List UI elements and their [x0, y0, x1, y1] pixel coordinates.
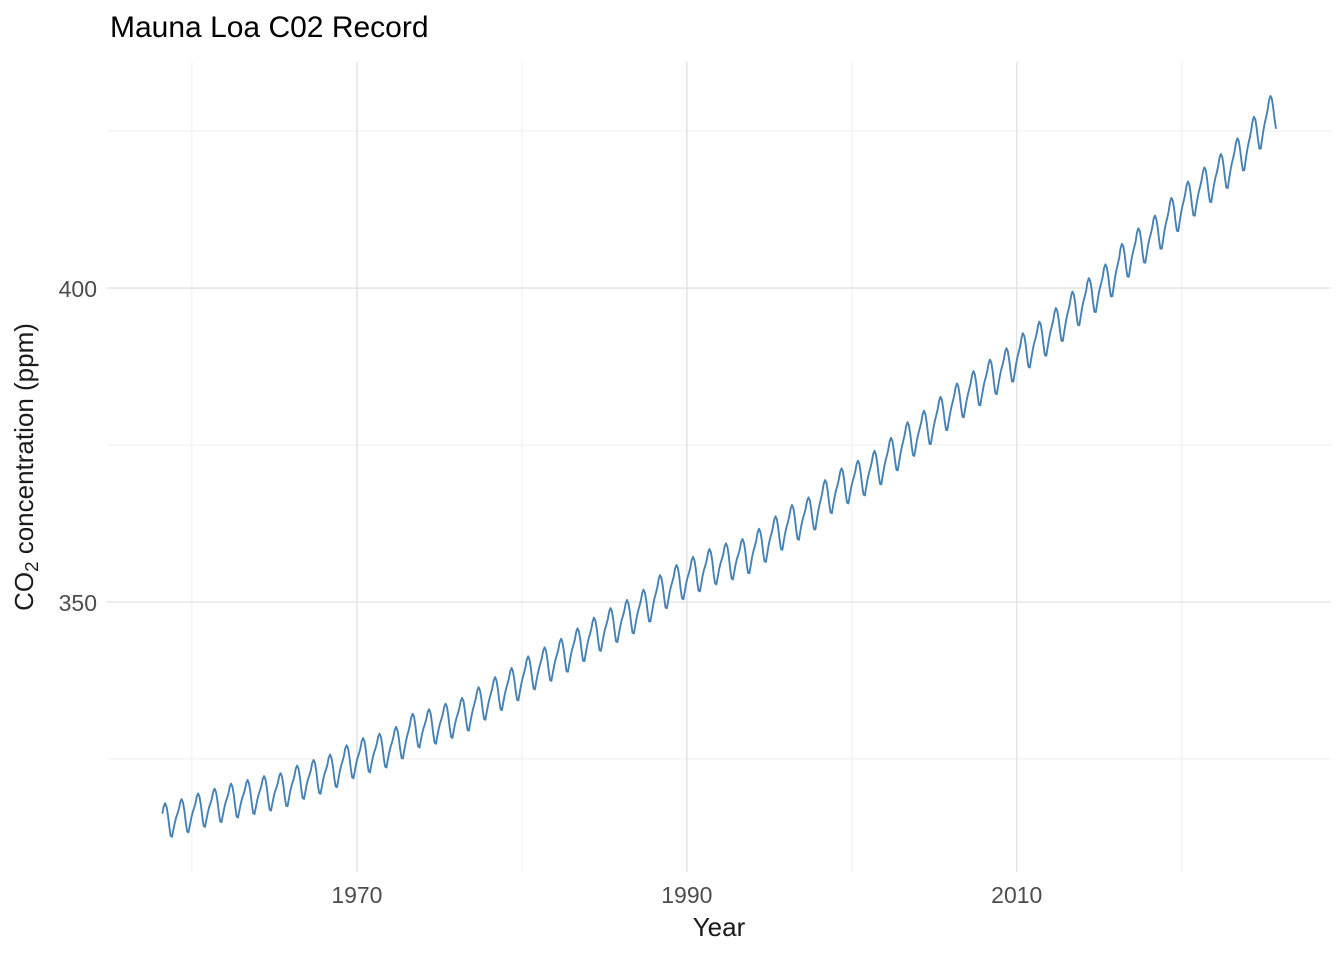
y-tick-label: 400 [58, 276, 97, 303]
chart-title: Mauna Loa C02 Record [110, 11, 429, 44]
x-tick-label: 1970 [331, 882, 383, 908]
y-axis-title-subscript: 2 [20, 561, 42, 572]
co2-series-line [161, 95, 1277, 838]
x-tick-label: 1990 [661, 882, 713, 908]
y-axis-title-suffix: concentration (ppm) [9, 323, 40, 562]
y-tick-label: 350 [58, 590, 97, 616]
x-axis-title: Year [692, 912, 746, 942]
y-axis-title: CO2 concentration (ppm) [9, 323, 43, 611]
x-tick-label: 2010 [991, 882, 1043, 908]
plot-panel [107, 62, 1331, 872]
y-axis-title-prefix: CO [9, 571, 40, 611]
plot-canvas [107, 62, 1331, 872]
